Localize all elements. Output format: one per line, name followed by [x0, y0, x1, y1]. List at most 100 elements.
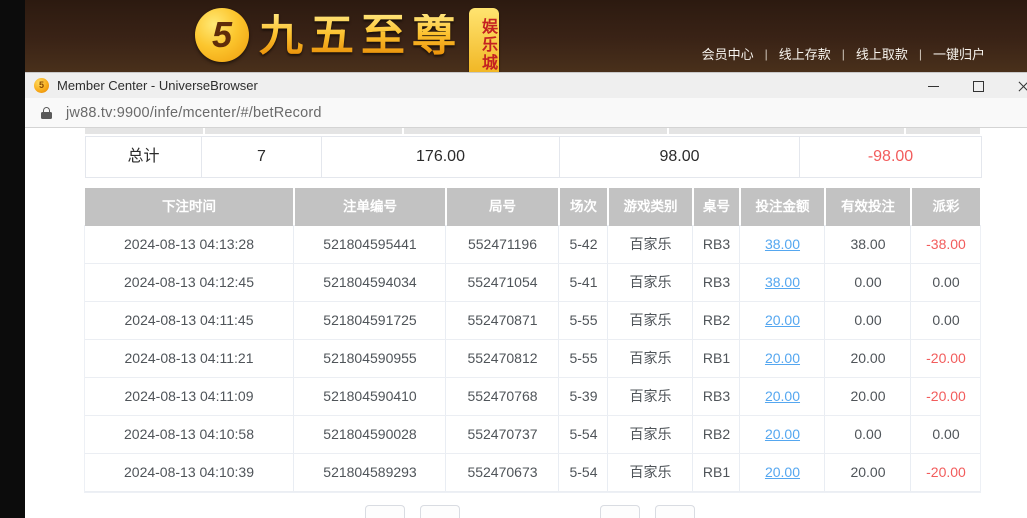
cell-session: 5-41 — [560, 264, 607, 301]
cell-session: 5-39 — [560, 378, 607, 415]
nav-separator: | — [841, 46, 845, 61]
clipped-row-segment — [669, 128, 904, 134]
browser-window: 5 Member Center - UniverseBrowser jw88.t… — [25, 72, 1027, 518]
cell-time: 2024-08-13 04:10:39 — [85, 454, 293, 491]
address-bar: jw88.tv:9900/infe/mcenter/#/betRecord — [25, 98, 1027, 128]
bet-amount-link[interactable]: 20.00 — [741, 340, 824, 377]
cell-payout: -20.00 — [912, 378, 980, 415]
cell-payout: 0.00 — [912, 416, 980, 453]
cell-payout: -20.00 — [912, 340, 980, 377]
bet-record-table: 下注时间 注单编号 局号 场次 游戏类别 桌号 投注金额 有效投注 派彩 2024-08-13 … — [85, 188, 980, 492]
pagination-button-stub[interactable] — [600, 505, 640, 518]
cell-payout: 0.00 — [912, 302, 980, 339]
page-content: 总计 7 176.00 98.00 -98.00 下注时间 注单编号 局号 场次 游戏类… — [25, 128, 1027, 518]
logo-glyph: 5 — [211, 14, 233, 55]
close-button[interactable] — [1001, 73, 1027, 99]
bet-amount-link[interactable]: 20.00 — [741, 378, 824, 415]
column-header-round-id: 局号 — [447, 188, 558, 226]
cell-session: 5-55 — [560, 340, 607, 377]
nav-link-member-center[interactable]: 会员中心 — [701, 47, 754, 62]
cell-table-no: RB3 — [694, 226, 739, 263]
browser-favicon-icon: 5 — [34, 78, 49, 93]
lock-shackle — [43, 106, 50, 114]
bet-amount-link[interactable]: 20.00 — [741, 416, 824, 453]
nav-link-online-withdraw[interactable]: 线上取款 — [855, 47, 908, 62]
cell-round-id: 552471196 — [447, 226, 558, 263]
minimize-icon — [928, 85, 939, 87]
table-header-row: 下注时间 注单编号 局号 场次 游戏类别 桌号 投注金额 有效投注 派彩 — [85, 188, 980, 226]
cell-order-id: 521804590028 — [295, 416, 445, 453]
nav-separator: | — [764, 46, 768, 61]
cell-order-id: 521804589293 — [295, 454, 445, 491]
pagination-button-stub[interactable] — [420, 505, 460, 518]
cell-order-id: 521804590955 — [295, 340, 445, 377]
cell-valid-bet: 38.00 — [826, 226, 910, 263]
cell-valid-bet: 0.00 — [826, 264, 910, 301]
cell-table-no: RB3 — [694, 378, 739, 415]
nav-link-online-deposit[interactable]: 线上存款 — [778, 47, 831, 62]
minimize-button[interactable] — [911, 73, 956, 99]
cell-time: 2024-08-13 04:11:09 — [85, 378, 293, 415]
maximize-icon — [973, 80, 984, 92]
cell-round-id: 552471054 — [447, 264, 558, 301]
table-row: 2024-08-13 04:11:21 521804590955 552470812… — [85, 340, 980, 378]
url-text[interactable]: jw88.tv:9900/infe/mcenter/#/betRecord — [66, 104, 322, 121]
lock-icon[interactable] — [41, 106, 52, 119]
table-row: 2024-08-13 04:12:45 521804594034 552471054… — [85, 264, 980, 302]
summary-payout: -98.00 — [800, 137, 981, 177]
cell-valid-bet: 0.00 — [826, 416, 910, 453]
cell-table-no: RB1 — [694, 340, 739, 377]
column-header-bet-amount: 投注金额 — [741, 188, 824, 226]
window-controls — [911, 73, 1027, 99]
cell-table-no: RB2 — [694, 416, 739, 453]
cell-round-id: 552470871 — [447, 302, 558, 339]
pagination-button-stub[interactable] — [365, 505, 405, 518]
column-header-game-type: 游戏类别 — [609, 188, 692, 226]
cell-payout: -20.00 — [912, 454, 980, 491]
cell-valid-bet: 20.00 — [826, 378, 910, 415]
cell-game-type: 百家乐 — [609, 340, 692, 377]
summary-valid-bet: 98.00 — [560, 137, 799, 177]
cell-game-type: 百家乐 — [609, 416, 692, 453]
table-row: 2024-08-13 04:10:58 521804590028 552470737… — [85, 416, 980, 454]
cell-round-id: 552470673 — [447, 454, 558, 491]
bet-amount-link[interactable]: 38.00 — [741, 264, 824, 301]
cell-time: 2024-08-13 04:12:45 — [85, 264, 293, 301]
cell-game-type: 百家乐 — [609, 264, 692, 301]
cell-session: 5-55 — [560, 302, 607, 339]
brand-badge: 娱乐城 — [469, 8, 499, 72]
favicon-glyph: 5 — [38, 80, 44, 90]
bet-amount-link[interactable]: 20.00 — [741, 302, 824, 339]
cell-game-type: 百家乐 — [609, 454, 692, 491]
bet-amount-link[interactable]: 20.00 — [741, 454, 824, 491]
cell-table-no: RB1 — [694, 454, 739, 491]
summary-bet-amount: 176.00 — [322, 137, 559, 177]
cell-session: 5-54 — [560, 416, 607, 453]
summary-count: 7 — [202, 137, 321, 177]
brand-logo-link[interactable]: 5 九五至尊 娱乐城 — [195, 0, 499, 72]
cell-order-id: 521804595441 — [295, 226, 445, 263]
table-row: 2024-08-13 04:13:28 521804595441 552471196… — [85, 226, 980, 264]
lock-body — [41, 111, 52, 119]
column-header-time: 下注时间 — [85, 188, 293, 226]
summary-label: 总计 — [86, 137, 201, 177]
column-header-table-no: 桌号 — [694, 188, 739, 226]
cell-valid-bet: 20.00 — [826, 454, 910, 491]
cell-round-id: 552470768 — [447, 378, 558, 415]
bet-amount-link[interactable]: 38.00 — [741, 226, 824, 263]
maximize-button[interactable] — [956, 73, 1001, 99]
cell-round-id: 552470737 — [447, 416, 558, 453]
cell-order-id: 521804591725 — [295, 302, 445, 339]
pagination-button-stub[interactable] — [655, 505, 695, 518]
table-body: 2024-08-13 04:13:28 521804595441 552471196… — [85, 226, 980, 492]
cell-time: 2024-08-13 04:10:58 — [85, 416, 293, 453]
table-row: 2024-08-13 04:10:39 521804589293 552470673… — [85, 454, 980, 492]
clipped-row-segment — [404, 128, 667, 134]
cell-valid-bet: 0.00 — [826, 302, 910, 339]
cell-game-type: 百家乐 — [609, 378, 692, 415]
cell-round-id: 552470812 — [447, 340, 558, 377]
cell-game-type: 百家乐 — [609, 302, 692, 339]
nav-link-one-key-transfer[interactable]: 一键归户 — [932, 47, 985, 62]
column-header-session: 场次 — [560, 188, 607, 226]
